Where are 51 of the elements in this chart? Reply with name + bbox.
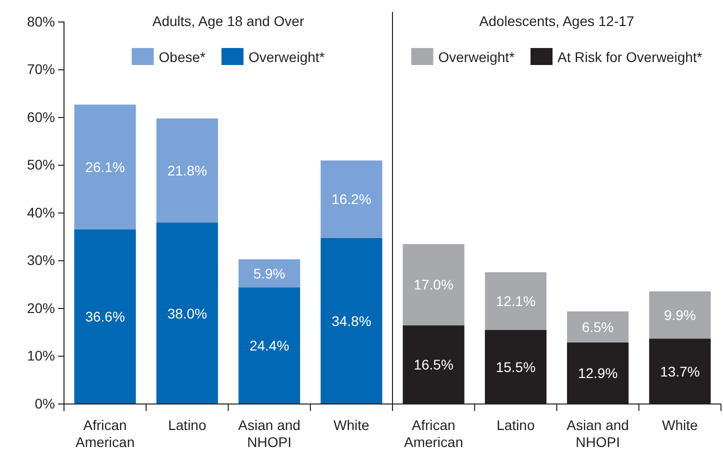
- bar: [156, 222, 218, 404]
- bar: [484, 272, 546, 330]
- bar: [74, 229, 136, 404]
- y-tick-label: 80%: [26, 13, 55, 30]
- data-label: 12.9%: [578, 365, 618, 382]
- bar: [320, 160, 382, 238]
- data-label: 15.5%: [496, 358, 536, 375]
- bar: [238, 287, 300, 404]
- data-label: 12.1%: [496, 293, 536, 310]
- legend-label: Overweight*: [438, 49, 516, 65]
- y-tick-label: 70%: [26, 61, 55, 78]
- data-label: 5.9%: [253, 265, 286, 282]
- data-label: 16.5%: [414, 356, 454, 373]
- bar: [402, 244, 464, 326]
- bar: [74, 104, 136, 230]
- data-label: 34.8%: [332, 312, 372, 329]
- x-tick-label: Latino: [168, 417, 206, 433]
- legend-label: Overweight*: [248, 49, 326, 65]
- data-label: 9.9%: [664, 306, 696, 323]
- x-tick-label: African American: [75, 417, 135, 450]
- x-tick-label: Latino: [496, 417, 535, 433]
- y-tick-label: 20%: [26, 300, 55, 316]
- bar: [649, 291, 711, 339]
- data-label: 13.7%: [660, 363, 700, 380]
- legend-label: Obese*: [158, 49, 206, 65]
- x-tick-label: Asian and NHOPI: [238, 417, 300, 450]
- data-label: 36.6%: [85, 308, 125, 325]
- x-tick-label: White: [334, 417, 370, 433]
- data-label: 6.5%: [582, 318, 614, 335]
- y-tick-label: 10%: [26, 348, 55, 364]
- y-tick-label: 0%: [34, 395, 55, 412]
- bar: [238, 259, 300, 288]
- annotation: Adolescents, Ages 12-17: [479, 13, 634, 29]
- bar: [320, 238, 382, 404]
- y-tick-label: 60%: [26, 108, 55, 125]
- data-label: 26.1%: [85, 158, 125, 175]
- data-label: 38.0%: [167, 305, 208, 322]
- data-label: 16.2%: [332, 191, 372, 208]
- y-tick-label: 50%: [26, 156, 55, 173]
- bar: [567, 311, 629, 342]
- legend-label: At Risk for Overweight*: [558, 49, 703, 65]
- x-tick-label: African American: [404, 417, 464, 450]
- annotation: Adults, Age 18 and Over: [152, 13, 304, 29]
- x-tick-label: White: [662, 417, 698, 433]
- y-tick-label: 30%: [26, 252, 55, 268]
- y-tick-label: 40%: [26, 204, 55, 220]
- x-tick-label: Asian and NHOPI: [566, 417, 629, 450]
- bar: [156, 118, 218, 223]
- data-label: 17.0%: [414, 276, 454, 293]
- data-label: 24.4%: [249, 338, 290, 354]
- data-label: 21.8%: [167, 162, 208, 179]
